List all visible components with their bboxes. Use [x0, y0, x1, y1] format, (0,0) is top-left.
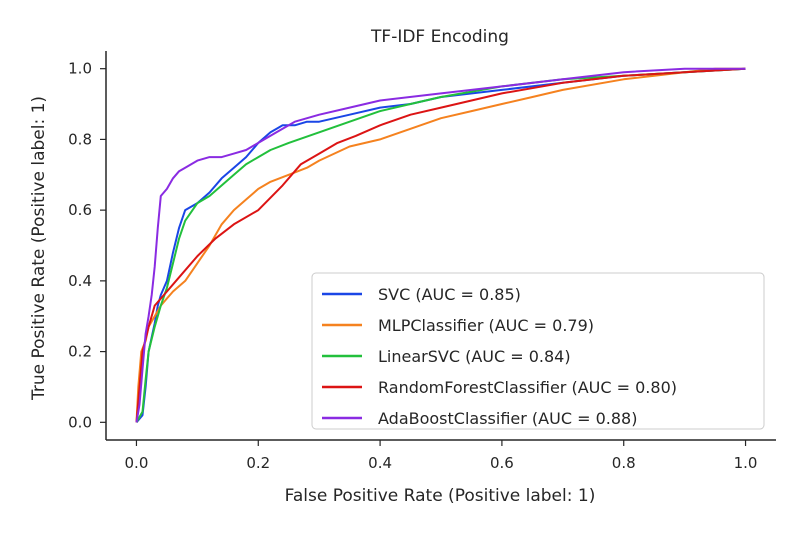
- legend-label: AdaBoostClassifier (AUC = 0.88): [378, 409, 637, 428]
- x-axis-label: False Positive Rate (Positive label: 1): [285, 486, 596, 506]
- x-tick-label: 0.2: [246, 454, 270, 472]
- legend-label: MLPClassifier (AUC = 0.79): [378, 316, 594, 335]
- axis-ticks: 0.0 0.2 0.4 0.6 0.8 1.0 0.0 0.2 0.4 0.6 0.8 1.0: [68, 60, 757, 472]
- series-line-2: [135, 67, 746, 423]
- y-tick-label: 0.4: [68, 272, 92, 290]
- legend-label: LinearSVC (AUC = 0.84): [378, 347, 571, 366]
- y-tick-label: 0.2: [68, 343, 92, 361]
- x-tick-label: 1.0: [734, 454, 758, 472]
- legend-label: SVC (AUC = 0.85): [378, 285, 521, 304]
- chart-title: TF-IDF Encoding: [370, 27, 509, 47]
- series-line-4: [135, 67, 746, 423]
- x-tick-label: 0.0: [125, 454, 149, 472]
- y-tick-label: 0.0: [68, 413, 92, 431]
- y-axis-label: True Positive Rate (Positive label: 1): [29, 96, 49, 401]
- x-tick-label: 0.4: [368, 454, 392, 472]
- y-tick-label: 1.0: [68, 60, 92, 78]
- x-tick-label: 0.6: [490, 454, 514, 472]
- legend: SVC (AUC = 0.85) MLPClassifier (AUC = 0.7…: [311, 272, 765, 430]
- legend-label: RandomForestClassifier (AUC = 0.80): [378, 378, 677, 397]
- series-line-3: [135, 67, 746, 423]
- series-group: [135, 67, 746, 423]
- legend-box: [311, 272, 765, 430]
- y-tick-label: 0.6: [68, 201, 92, 219]
- x-tick-label: 0.8: [612, 454, 636, 472]
- y-tick-label: 0.8: [68, 130, 92, 148]
- series-line-1: [135, 67, 746, 423]
